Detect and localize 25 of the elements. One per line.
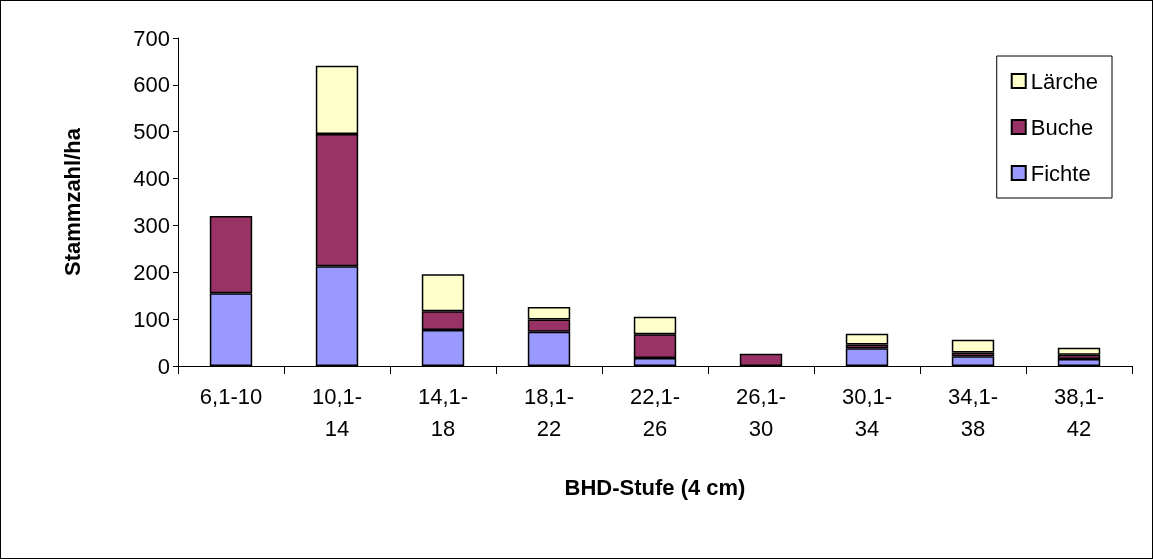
y-tick-label: 300 <box>133 212 170 238</box>
y-tick-label: 600 <box>133 72 170 98</box>
y-tick-label: 400 <box>133 166 170 192</box>
legend-label: Lärche <box>1030 68 1099 94</box>
x-tick-label: 22,1-26 <box>629 383 681 441</box>
x-tick-label: 30,1-34 <box>841 383 893 441</box>
x-tick-label: 38,1-42 <box>1053 383 1105 441</box>
bar <box>845 333 889 345</box>
x-tick-label: 14,1-18 <box>417 383 469 441</box>
bar <box>1057 347 1101 355</box>
x-tick-label: 34,1-38 <box>947 383 999 441</box>
x-tick-label: 26,1-30 <box>735 383 787 441</box>
y-tick-label: 200 <box>133 259 170 285</box>
bar <box>951 339 995 353</box>
y-axis-title: Stammzahl/ha <box>59 127 85 276</box>
y-tick-label: 500 <box>133 119 170 145</box>
x-tick-label: 18,1-22 <box>523 383 575 441</box>
y-tick-label: 100 <box>133 306 170 332</box>
y-tick-label: 700 <box>133 25 170 51</box>
legend-label: Fichte <box>1030 160 1091 186</box>
x-tick-label: 10,1-14 <box>311 383 363 441</box>
x-axis-title: BHD-Stufe (4 cm) <box>564 474 746 500</box>
x-tick-label: 6,1-10 <box>199 383 263 409</box>
legend-label: Buche <box>1030 114 1094 140</box>
y-tick-label: 0 <box>157 353 170 379</box>
